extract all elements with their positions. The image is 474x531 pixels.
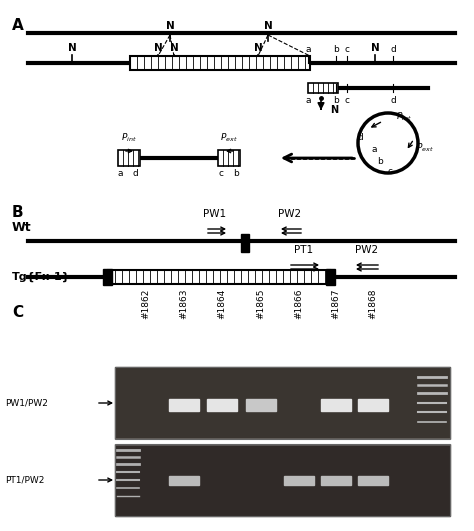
Bar — [284, 476, 314, 485]
Text: b: b — [333, 45, 339, 54]
Text: a: a — [305, 96, 311, 105]
Bar — [218, 150, 240, 166]
Text: PT1: PT1 — [294, 245, 314, 255]
Text: N: N — [154, 43, 163, 53]
Text: N: N — [68, 43, 76, 53]
Text: #1868: #1868 — [368, 288, 377, 319]
Text: b: b — [233, 169, 239, 178]
Text: N: N — [264, 21, 273, 31]
Text: d: d — [357, 133, 363, 142]
Text: PW2: PW2 — [356, 245, 379, 255]
Text: c: c — [345, 45, 349, 54]
Bar — [321, 476, 351, 485]
Text: C: C — [12, 305, 23, 320]
Text: #1866: #1866 — [294, 288, 303, 319]
Text: b: b — [333, 96, 339, 105]
Text: d: d — [132, 169, 138, 178]
Bar — [326, 269, 335, 285]
Bar — [115, 444, 450, 516]
Text: #1867: #1867 — [331, 288, 340, 319]
Text: PW1: PW1 — [203, 209, 227, 219]
Bar — [118, 150, 140, 166]
Bar — [207, 399, 237, 411]
Bar — [115, 439, 450, 444]
Bar — [169, 399, 199, 411]
Bar — [115, 367, 450, 439]
Bar — [115, 444, 450, 516]
Text: b: b — [377, 157, 383, 166]
Text: Wt: Wt — [12, 221, 32, 234]
Text: N: N — [371, 43, 379, 53]
Text: Tg{Fx-1}: Tg{Fx-1} — [12, 272, 71, 282]
Text: $P_{int}$: $P_{int}$ — [396, 111, 412, 123]
Text: B: B — [12, 205, 24, 220]
Text: PW1/PW2: PW1/PW2 — [5, 398, 48, 407]
Text: #1864: #1864 — [217, 289, 226, 319]
Bar — [241, 234, 249, 252]
Text: c: c — [219, 169, 224, 178]
Text: a: a — [305, 45, 311, 54]
Text: #1865: #1865 — [256, 288, 265, 319]
Text: N: N — [330, 105, 338, 115]
Bar — [246, 399, 276, 411]
Bar — [169, 476, 199, 485]
Text: $P_{ext}$: $P_{ext}$ — [220, 132, 238, 144]
Text: a: a — [117, 169, 123, 178]
Text: #1862: #1862 — [141, 289, 150, 319]
Text: N: N — [165, 21, 174, 31]
Text: A: A — [12, 18, 24, 33]
Bar — [321, 399, 351, 411]
Bar — [358, 476, 388, 485]
Bar — [103, 269, 112, 285]
Text: a: a — [371, 144, 377, 153]
Text: $P_{int}$: $P_{int}$ — [121, 132, 137, 144]
Bar — [130, 56, 310, 70]
Text: PW2: PW2 — [278, 209, 301, 219]
Text: N: N — [254, 43, 263, 53]
Bar — [308, 83, 338, 93]
Text: $P_{ext}$: $P_{ext}$ — [416, 142, 434, 154]
Text: N: N — [170, 43, 178, 53]
Text: #1863: #1863 — [179, 288, 188, 319]
Bar — [358, 399, 388, 411]
Text: c: c — [388, 167, 392, 176]
Bar — [115, 367, 450, 439]
Text: c: c — [345, 96, 349, 105]
Text: d: d — [390, 45, 396, 54]
Text: PT1/PW2: PT1/PW2 — [5, 475, 45, 484]
Text: d: d — [390, 96, 396, 105]
Bar — [108, 270, 330, 284]
